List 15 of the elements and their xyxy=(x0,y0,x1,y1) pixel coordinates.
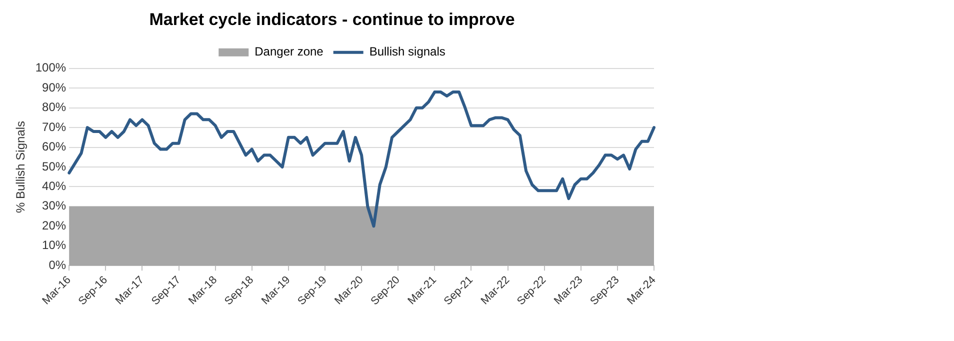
y-tick-label: 60% xyxy=(42,140,66,154)
y-axis-title: % Bullish Signals xyxy=(14,120,28,214)
legend-label: Bullish signals xyxy=(369,44,446,59)
y-tick-label: 30% xyxy=(42,198,66,213)
y-tick-label: 50% xyxy=(42,159,66,174)
y-tick-label: 10% xyxy=(42,238,66,252)
y-tick-label: 80% xyxy=(42,100,66,114)
y-tick-label: 20% xyxy=(42,218,66,232)
legend-label: Danger zone xyxy=(254,44,324,59)
y-tick-label: 70% xyxy=(42,120,66,134)
y-tick-label: 0% xyxy=(48,258,66,272)
y-tick-label: 40% xyxy=(42,179,66,194)
chart-title: Market cycle indicators - continue to improve xyxy=(149,10,515,29)
y-tick-label: 90% xyxy=(42,80,66,94)
y-tick-label: 100% xyxy=(35,60,66,75)
